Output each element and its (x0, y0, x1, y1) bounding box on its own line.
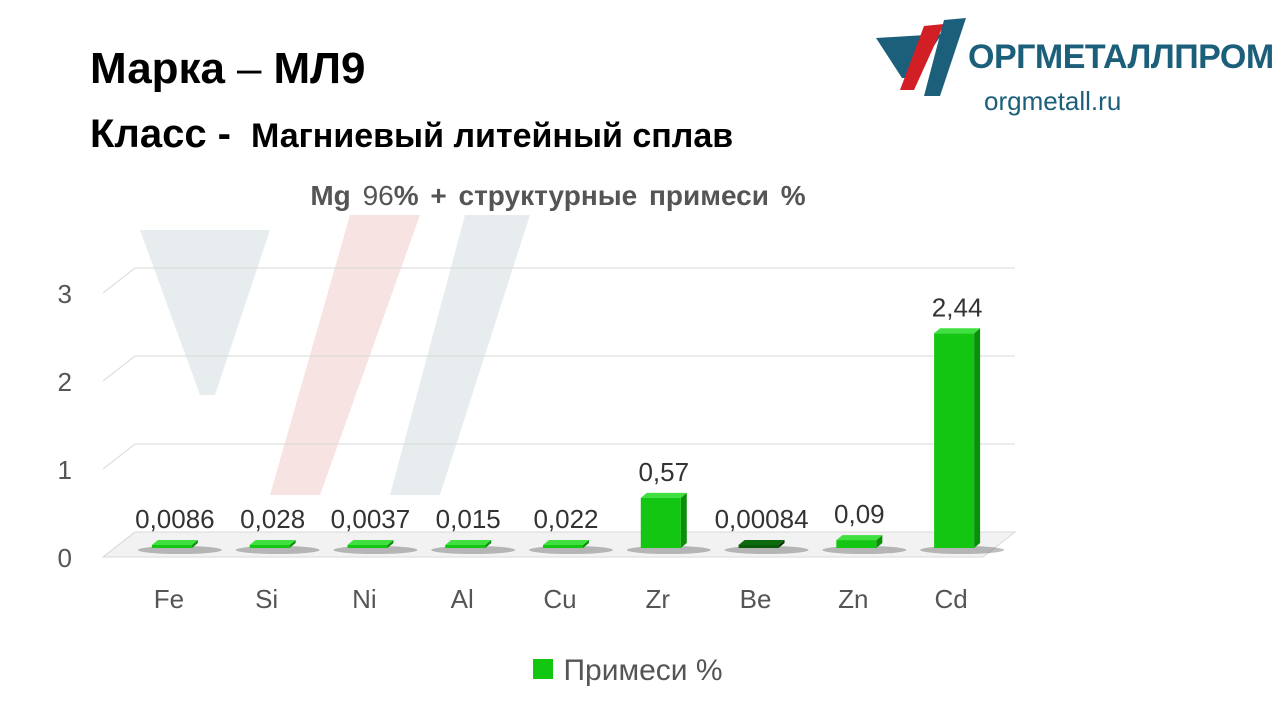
bar-top (738, 540, 785, 545)
bar-al (445, 545, 486, 548)
bar-side (191, 540, 198, 548)
gridline-depth (102, 355, 136, 382)
grade-value: МЛ9 (273, 44, 366, 93)
gridline-depth (102, 267, 136, 294)
bar-top (640, 492, 687, 498)
y-tick-label: 2 (58, 367, 72, 397)
bar-top (934, 328, 981, 334)
bar-side (876, 535, 883, 548)
x-tick-label: Zn (838, 584, 868, 614)
bar-side (778, 540, 785, 548)
bar-be (738, 545, 779, 548)
bar-fe (151, 545, 192, 548)
bar-side (974, 328, 981, 548)
chart-title-element: Mg (310, 180, 351, 211)
x-tick-label: Al (451, 584, 474, 614)
bar-top (347, 540, 394, 545)
company-name: ОРГМЕТАЛЛПРОМ (968, 38, 1274, 76)
legend-swatch (533, 659, 554, 679)
bar-top (543, 540, 589, 545)
chart-legend: Примеси % (0, 654, 1256, 688)
y-tick-label: 1 (58, 455, 72, 485)
bar-zn (836, 540, 877, 548)
data-label: 0,022 (533, 504, 598, 534)
grade-heading: Марка – МЛ9 (90, 44, 366, 94)
bar-top (249, 540, 296, 545)
class-value: Магниевый литейный сплав (251, 117, 734, 155)
chart-title-suffix: % + структурные примеси % (393, 180, 806, 211)
x-tick-label: Cd (934, 584, 967, 614)
data-label: 0,0086 (135, 504, 215, 534)
gridline-depth (102, 443, 136, 470)
bar-side (289, 540, 296, 548)
data-label: 0,0037 (331, 504, 411, 534)
data-label: 2,44 (932, 292, 983, 322)
bar-side (387, 540, 394, 548)
class-label: Класс - (90, 112, 231, 156)
data-label: 0,57 (638, 457, 689, 487)
bar-si (249, 545, 290, 548)
company-site-link[interactable]: orgmetall.ru (984, 86, 1122, 116)
y-tick-label: 3 (58, 279, 72, 309)
watermark-logo (140, 215, 530, 495)
gridline-depth (102, 531, 136, 558)
bar-side (680, 492, 687, 548)
bar-cd (934, 333, 975, 548)
data-label: 0,015 (436, 504, 501, 534)
bar-cu (543, 545, 583, 548)
grade-separator: – (237, 44, 262, 93)
legend-label: Примеси % (563, 654, 723, 687)
bar-top (836, 535, 883, 541)
bar-top (445, 540, 492, 545)
x-tick-label: Zr (646, 584, 671, 614)
chart-title-percent: 96 (362, 180, 394, 211)
bar-side (583, 540, 589, 548)
data-label: 0,00084 (715, 504, 809, 534)
x-tick-label: Si (255, 584, 278, 614)
x-tick-label: Fe (154, 584, 184, 614)
y-tick-label: 0 (58, 543, 72, 573)
x-tick-label: Cu (543, 584, 576, 614)
class-heading: Класс - Магниевый литейный сплав (90, 112, 733, 157)
company-logo-icon (876, 18, 966, 96)
x-tick-label: Ni (352, 584, 377, 614)
bar-zr (640, 497, 681, 548)
bar-ni (347, 545, 388, 548)
bar-top (151, 540, 198, 545)
x-tick-label: Be (740, 584, 772, 614)
grade-label: Марка (90, 44, 226, 93)
bar-side (485, 540, 492, 548)
chart-title: Mg 96% + структурные примеси % (0, 180, 1116, 212)
data-label: 0,028 (240, 504, 305, 534)
data-label: 0,09 (834, 499, 885, 529)
